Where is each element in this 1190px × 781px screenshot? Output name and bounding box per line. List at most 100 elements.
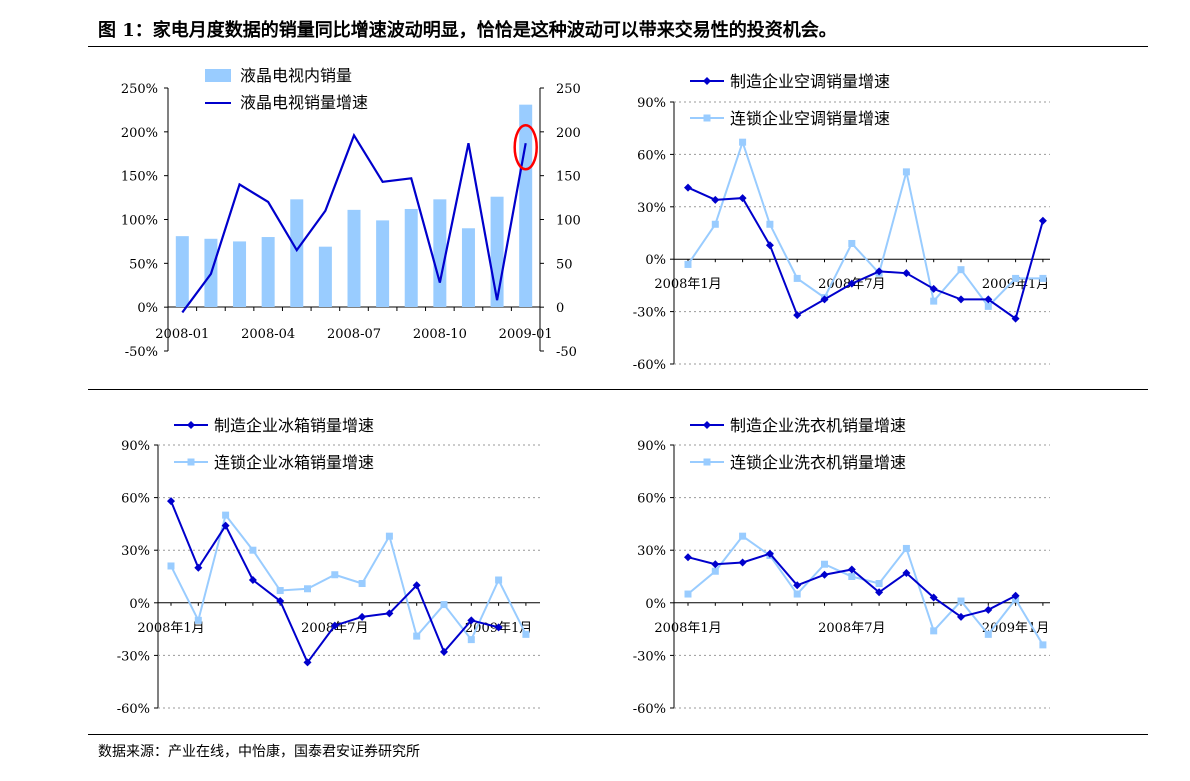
data-point	[847, 565, 856, 574]
legend-swatch-marker	[187, 421, 195, 429]
right-y-tick-label: 200	[556, 126, 581, 141]
y-tick-label: 30%	[637, 201, 666, 216]
data-point	[495, 576, 503, 584]
data-point	[1038, 216, 1047, 225]
data-point	[793, 581, 802, 590]
data-point	[222, 511, 230, 519]
data-point	[1039, 641, 1047, 649]
left-y-tick-label: 150%	[121, 170, 158, 185]
data-point	[765, 241, 774, 250]
data-point	[847, 279, 856, 288]
legend-swatch-marker	[703, 421, 711, 429]
y-tick-label: 60%	[121, 492, 150, 507]
x-tick-label: 2008年1月	[654, 621, 721, 636]
bar	[318, 246, 332, 307]
data-point	[902, 168, 910, 176]
right-y-tick-label: -50	[556, 345, 577, 360]
data-point	[984, 630, 992, 638]
legend-label: 制造企业空调销量增速	[730, 72, 890, 91]
data-point	[875, 580, 883, 588]
data-point	[793, 311, 802, 320]
data-point	[385, 532, 393, 540]
y-tick-label: 60%	[637, 148, 666, 163]
bar	[519, 104, 533, 307]
legend-swatch-bar	[205, 69, 231, 82]
left-y-tick-label: 0%	[137, 301, 158, 316]
bar	[376, 220, 390, 307]
data-point	[711, 220, 719, 228]
highlight-ellipse	[513, 123, 538, 171]
data-point	[902, 568, 911, 577]
bar	[433, 199, 447, 307]
chart-washing-machine: 90% 60% 30% 0% -30% -60% 2008年1月 2008年7月 2009年1月…	[633, 416, 1050, 717]
data-point	[276, 587, 284, 595]
data-point	[1012, 274, 1020, 282]
y-tick-label: 60%	[637, 492, 666, 507]
left-y-tick-label: -50%	[125, 345, 158, 360]
data-point	[248, 576, 257, 585]
data-point	[467, 636, 475, 644]
data-point	[303, 658, 312, 667]
footer-divider	[88, 734, 1148, 735]
chart-refrigerator: 90%60%30%0%-30%-60%2008年1月2008年7月2009年1月…	[117, 416, 540, 717]
bar	[404, 208, 418, 307]
data-point	[929, 593, 938, 602]
bar	[490, 196, 504, 307]
data-point	[194, 563, 203, 572]
data-point	[930, 297, 938, 305]
data-point	[413, 632, 421, 640]
x-tick-label: 2009年1月	[982, 621, 1049, 636]
data-point	[684, 590, 692, 598]
data-point	[331, 571, 339, 579]
x-tick-label: 2009-01	[499, 327, 553, 342]
data-point	[902, 544, 910, 552]
legend-label: 制造企业洗衣机销量增速	[730, 416, 906, 435]
data-point	[984, 295, 993, 304]
data-point	[194, 616, 202, 624]
data-point	[820, 570, 829, 579]
data-point	[984, 605, 993, 614]
data-point	[358, 612, 367, 621]
right-y-tick-label: 0	[556, 301, 564, 316]
data-point	[848, 573, 856, 580]
data-point	[1011, 314, 1020, 323]
x-tick-label: 2008年1月	[137, 621, 204, 636]
right-y-tick-label: 250	[556, 82, 581, 97]
row-divider	[88, 389, 1148, 390]
y-tick-label: 90%	[121, 439, 150, 454]
data-point	[711, 567, 719, 575]
data-point	[684, 183, 692, 192]
legend-swatch-marker	[703, 77, 711, 85]
legend-label: 连锁企业空调销量增速	[730, 109, 890, 128]
data-point	[304, 585, 311, 593]
x-tick-label: 2008-07	[327, 327, 381, 342]
left-y-tick-label: 50%	[129, 257, 158, 272]
legend-swatch-marker	[703, 114, 711, 122]
x-tick-label: 2008-10	[413, 327, 467, 342]
x-tick-label: 2008年7月	[818, 621, 885, 636]
y-tick-label: -60%	[633, 702, 666, 717]
data-point	[738, 194, 747, 203]
data-point	[385, 609, 394, 618]
figure-source: 数据来源：产业在线，中怡康，国泰君安证券研究所	[98, 744, 420, 760]
legend-label: 制造企业冰箱销量增速	[214, 416, 374, 435]
legend-label: 连锁企业洗衣机销量增速	[730, 453, 906, 472]
data-point	[902, 269, 911, 278]
data-point	[929, 284, 938, 293]
y-tick-label: 0%	[645, 597, 666, 612]
title-divider	[88, 46, 1148, 47]
series-line	[170, 512, 527, 642]
bar	[175, 236, 189, 307]
x-tick-label: 2008-04	[241, 327, 295, 342]
data-point	[957, 295, 965, 304]
data-point	[167, 497, 175, 506]
data-point	[984, 302, 992, 310]
data-point	[522, 630, 530, 638]
data-point	[738, 558, 747, 567]
bar	[347, 209, 361, 307]
data-point	[167, 562, 175, 570]
data-point	[494, 623, 503, 632]
data-point	[249, 546, 257, 554]
left-y-tick-label: 200%	[121, 126, 158, 141]
